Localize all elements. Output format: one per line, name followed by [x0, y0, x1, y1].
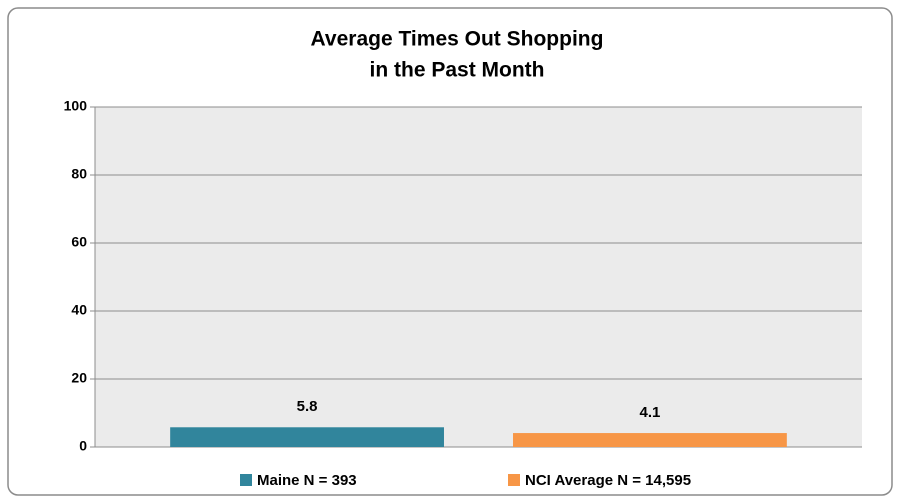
legend-swatch	[240, 474, 252, 486]
chart-title: Average Times Out Shopping	[311, 28, 604, 51]
y-tick-label: 0	[79, 438, 87, 454]
bar	[513, 433, 787, 447]
y-tick-label: 100	[64, 98, 88, 114]
data-label: 4.1	[639, 404, 660, 421]
y-tick-label: 40	[71, 302, 87, 318]
legend-label: NCI Average N = 14,595	[525, 472, 691, 489]
chart-title: in the Past Month	[370, 59, 545, 82]
y-tick-label: 80	[71, 166, 87, 182]
plot-area	[95, 107, 862, 447]
bar	[170, 427, 444, 447]
legend-swatch	[508, 474, 520, 486]
legend-label: Maine N = 393	[257, 472, 357, 489]
y-tick-label: 60	[71, 234, 87, 250]
y-tick-label: 20	[71, 370, 87, 386]
data-label: 5.8	[297, 398, 318, 415]
